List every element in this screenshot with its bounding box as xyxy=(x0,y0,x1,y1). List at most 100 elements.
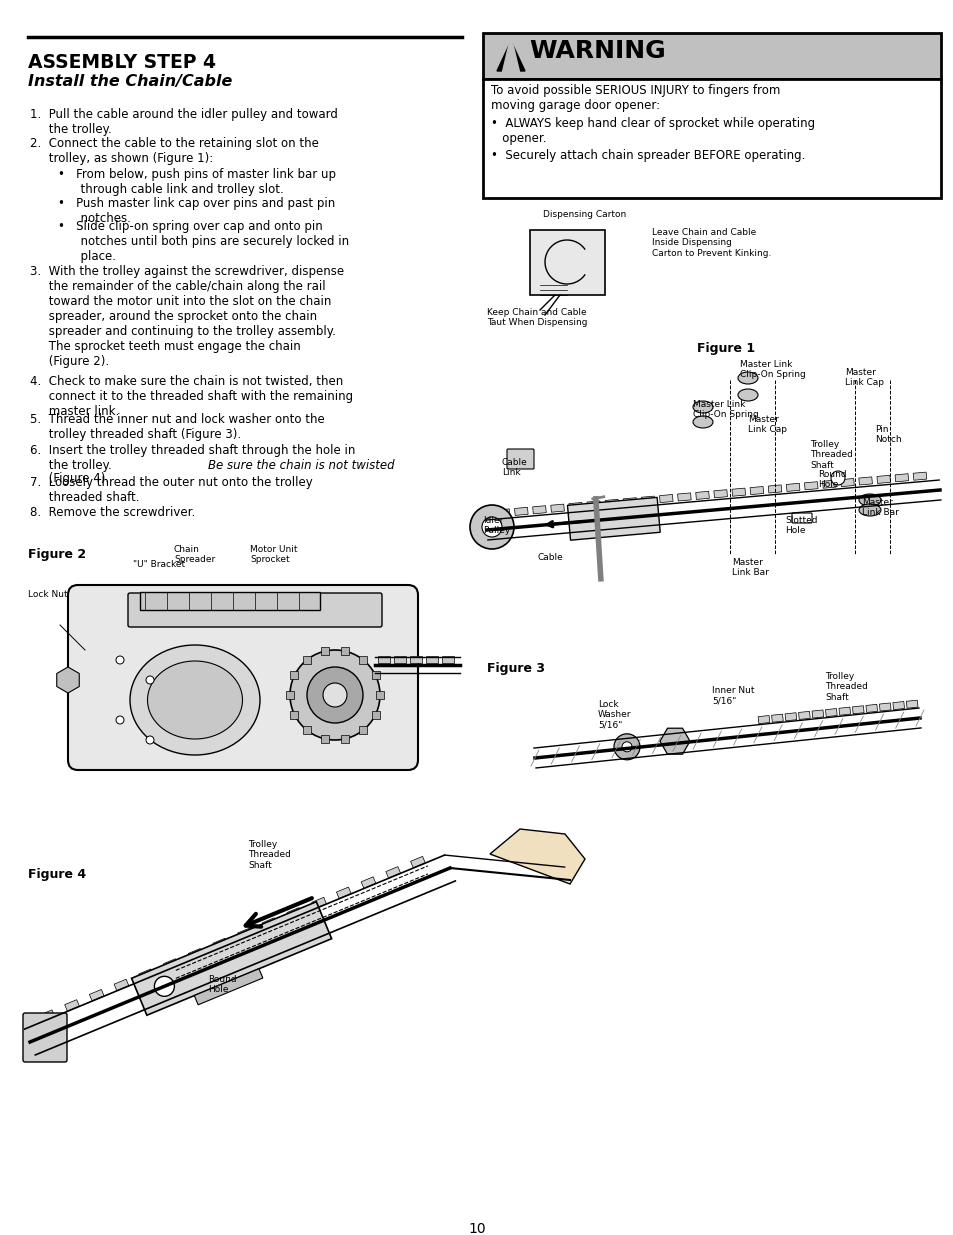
Text: Master
Link Cap: Master Link Cap xyxy=(844,368,883,388)
Ellipse shape xyxy=(692,416,712,429)
Bar xyxy=(894,474,907,482)
Bar xyxy=(426,656,437,663)
Bar xyxy=(838,708,850,715)
Text: Master Link
Clip-On Spring: Master Link Clip-On Spring xyxy=(740,359,805,379)
Text: Trolley
Threaded
Shaft: Trolley Threaded Shaft xyxy=(824,672,867,701)
Polygon shape xyxy=(501,36,519,74)
FancyBboxPatch shape xyxy=(23,1013,67,1062)
Bar xyxy=(758,715,769,724)
Bar xyxy=(803,482,817,490)
Bar xyxy=(622,498,637,506)
FancyBboxPatch shape xyxy=(140,592,319,610)
Bar xyxy=(821,480,835,488)
Bar xyxy=(912,472,925,480)
Polygon shape xyxy=(132,902,332,1015)
Circle shape xyxy=(116,716,124,724)
Bar xyxy=(290,672,298,679)
Bar xyxy=(375,692,384,699)
Text: Install the Chain/Cable: Install the Chain/Cable xyxy=(28,74,233,89)
Bar xyxy=(784,713,796,721)
Text: Figure 1: Figure 1 xyxy=(697,342,755,354)
Text: Trolley
Threaded
Shaft: Trolley Threaded Shaft xyxy=(248,840,291,869)
FancyBboxPatch shape xyxy=(530,230,604,295)
Bar xyxy=(586,501,600,509)
Bar xyxy=(767,485,781,493)
Bar xyxy=(138,969,153,981)
Bar xyxy=(320,735,329,743)
Circle shape xyxy=(481,517,501,537)
Bar xyxy=(385,867,400,878)
FancyBboxPatch shape xyxy=(68,585,417,769)
Bar xyxy=(892,701,903,710)
Bar xyxy=(377,656,390,663)
Circle shape xyxy=(470,505,514,550)
Bar xyxy=(340,647,349,655)
Bar xyxy=(114,979,129,990)
Text: WARNING: WARNING xyxy=(529,40,665,63)
Circle shape xyxy=(323,683,347,706)
Text: Lock
Washer
5/16": Lock Washer 5/16" xyxy=(598,700,631,730)
Bar xyxy=(441,656,454,663)
Circle shape xyxy=(621,742,631,752)
Text: Round
Hole: Round Hole xyxy=(817,471,845,489)
Bar xyxy=(163,958,178,971)
Text: Figure 3: Figure 3 xyxy=(486,662,544,676)
Bar xyxy=(640,496,655,504)
Circle shape xyxy=(154,977,174,997)
Text: 4.  Check to make sure the chain is not twisted, then
     connect it to the thr: 4. Check to make sure the chain is not t… xyxy=(30,375,353,417)
FancyBboxPatch shape xyxy=(791,513,811,522)
Bar xyxy=(303,656,311,664)
Circle shape xyxy=(146,736,153,743)
Bar xyxy=(358,726,367,734)
FancyBboxPatch shape xyxy=(482,79,940,198)
Text: Master Link
Clip-On Spring: Master Link Clip-On Spring xyxy=(692,400,758,420)
Bar xyxy=(496,509,510,517)
Text: Cable
Link: Cable Link xyxy=(501,458,527,478)
Text: •  Securely attach chain spreader BEFORE operating.: • Securely attach chain spreader BEFORE … xyxy=(491,149,804,162)
Bar xyxy=(320,647,329,655)
Bar xyxy=(394,656,406,663)
Circle shape xyxy=(307,667,363,722)
Bar xyxy=(713,490,727,498)
Bar xyxy=(410,856,425,868)
Bar xyxy=(514,508,528,515)
Bar xyxy=(695,492,709,499)
Bar xyxy=(604,499,618,508)
Bar xyxy=(237,927,252,940)
Text: (Figure 4).: (Figure 4). xyxy=(30,472,109,485)
Text: ASSEMBLY STEP 4: ASSEMBLY STEP 4 xyxy=(28,53,215,72)
Polygon shape xyxy=(659,729,689,755)
Ellipse shape xyxy=(130,645,260,755)
Text: 3.  With the trolley against the screwdriver, dispense
     the remainder of the: 3. With the trolley against the screwdri… xyxy=(30,266,344,368)
Circle shape xyxy=(146,676,153,684)
Bar xyxy=(340,735,349,743)
Bar xyxy=(879,703,890,711)
Text: Chain
Spreader: Chain Spreader xyxy=(173,545,215,564)
Text: Idler
Pulley: Idler Pulley xyxy=(482,516,510,536)
Text: "U" Bracket: "U" Bracket xyxy=(132,559,185,569)
Ellipse shape xyxy=(738,372,758,384)
Circle shape xyxy=(290,650,379,740)
Bar xyxy=(811,710,822,718)
Text: 6.  Insert the trolley threaded shaft through the hole in
     the trolley.: 6. Insert the trolley threaded shaft thr… xyxy=(30,445,355,472)
Circle shape xyxy=(830,471,844,485)
Bar xyxy=(876,475,889,483)
Text: Lock Nut: Lock Nut xyxy=(28,590,68,599)
Bar xyxy=(303,726,311,734)
Text: Trolley
Threaded
Shaft: Trolley Threaded Shaft xyxy=(809,440,852,469)
Text: Figure 2: Figure 2 xyxy=(28,548,86,561)
Ellipse shape xyxy=(858,504,880,516)
Bar xyxy=(262,918,276,929)
Bar xyxy=(40,1010,54,1021)
Text: Cable: Cable xyxy=(537,553,563,562)
Text: Master
Link Bar: Master Link Bar xyxy=(731,558,768,578)
Text: Pin
Notch: Pin Notch xyxy=(874,425,901,445)
FancyBboxPatch shape xyxy=(506,450,534,469)
Circle shape xyxy=(614,734,639,760)
Bar xyxy=(287,908,301,919)
Polygon shape xyxy=(567,498,659,540)
Text: Keep Chain and Cable
Taut When Dispensing: Keep Chain and Cable Taut When Dispensin… xyxy=(486,308,587,327)
Text: Figure 4: Figure 4 xyxy=(28,868,86,881)
Bar xyxy=(371,672,379,679)
Bar xyxy=(858,477,871,485)
